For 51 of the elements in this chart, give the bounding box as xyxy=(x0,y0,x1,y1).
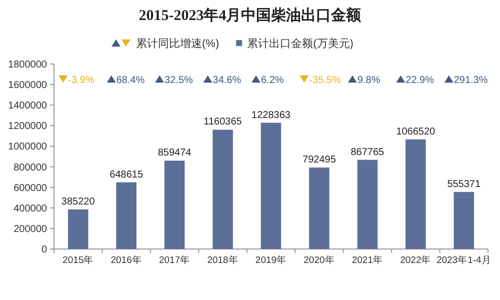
data-label: 385220 xyxy=(61,196,96,208)
bar xyxy=(357,160,378,249)
x-tick-label: 2021年 xyxy=(352,254,384,266)
data-label: 1066520 xyxy=(396,126,436,138)
bar xyxy=(164,160,185,249)
data-label: 32.5% xyxy=(164,75,194,86)
x-tick-label: 2017年 xyxy=(158,254,190,266)
y-tick-label: 1000000 xyxy=(8,142,48,153)
legend: 累计同比增速(%) xyxy=(112,38,220,50)
data-label: 291.3% xyxy=(454,75,488,86)
data-label: 792495 xyxy=(302,154,336,166)
y-tick-label: 1800000 xyxy=(8,60,48,70)
bar xyxy=(212,130,233,249)
data-label: 1160365 xyxy=(204,116,242,128)
legend: 累计出口金额(万美元) xyxy=(236,38,354,50)
y-tick-label: 200000 xyxy=(14,224,48,235)
x-tick-label: 2018年 xyxy=(207,254,238,266)
data-label: 68.4% xyxy=(116,75,145,86)
data-label: -3.9% xyxy=(68,75,94,86)
legend-label: 累计同比增速(%) xyxy=(136,37,220,50)
bar xyxy=(260,122,282,249)
data-label: 6.2% xyxy=(261,75,284,86)
data-label: 648615 xyxy=(110,169,144,180)
bar xyxy=(309,168,330,249)
bar xyxy=(116,182,136,249)
x-tick-label: 2020年 xyxy=(304,254,335,266)
data-label: 34.6% xyxy=(212,75,242,86)
y-tick-label: 800000 xyxy=(14,162,48,174)
y-tick-label: 1400000 xyxy=(8,100,48,112)
y-tick-label: 400000 xyxy=(14,203,48,214)
data-label: 22.9% xyxy=(406,75,434,86)
y-tick-label: 1200000 xyxy=(8,121,48,132)
data-label: 9.8% xyxy=(357,75,380,86)
x-tick-label: 2016年 xyxy=(110,254,142,266)
bar xyxy=(406,139,426,249)
data-label: 555371 xyxy=(447,178,482,190)
legend-label: 累计出口金额(万美元) xyxy=(247,37,354,50)
bar xyxy=(454,192,474,249)
x-tick-label: 2022年 xyxy=(400,254,432,266)
y-tick-label: 1600000 xyxy=(8,80,48,92)
data-label: 1228363 xyxy=(252,110,291,121)
y-tick-label: 0 xyxy=(41,244,48,256)
bar xyxy=(68,209,88,249)
y-tick-label: 600000 xyxy=(14,182,48,194)
data-label: 859474 xyxy=(158,148,192,159)
x-tick-label: 2023年1-4月 xyxy=(436,254,492,266)
data-label: 867765 xyxy=(350,146,385,158)
data-label: -35.5% xyxy=(309,75,342,86)
chart-title: 2015-2023年4月中国柴油出口金额 xyxy=(138,6,362,24)
x-tick-label: 2015年 xyxy=(62,254,94,266)
x-tick-label: 2019年 xyxy=(255,254,287,266)
